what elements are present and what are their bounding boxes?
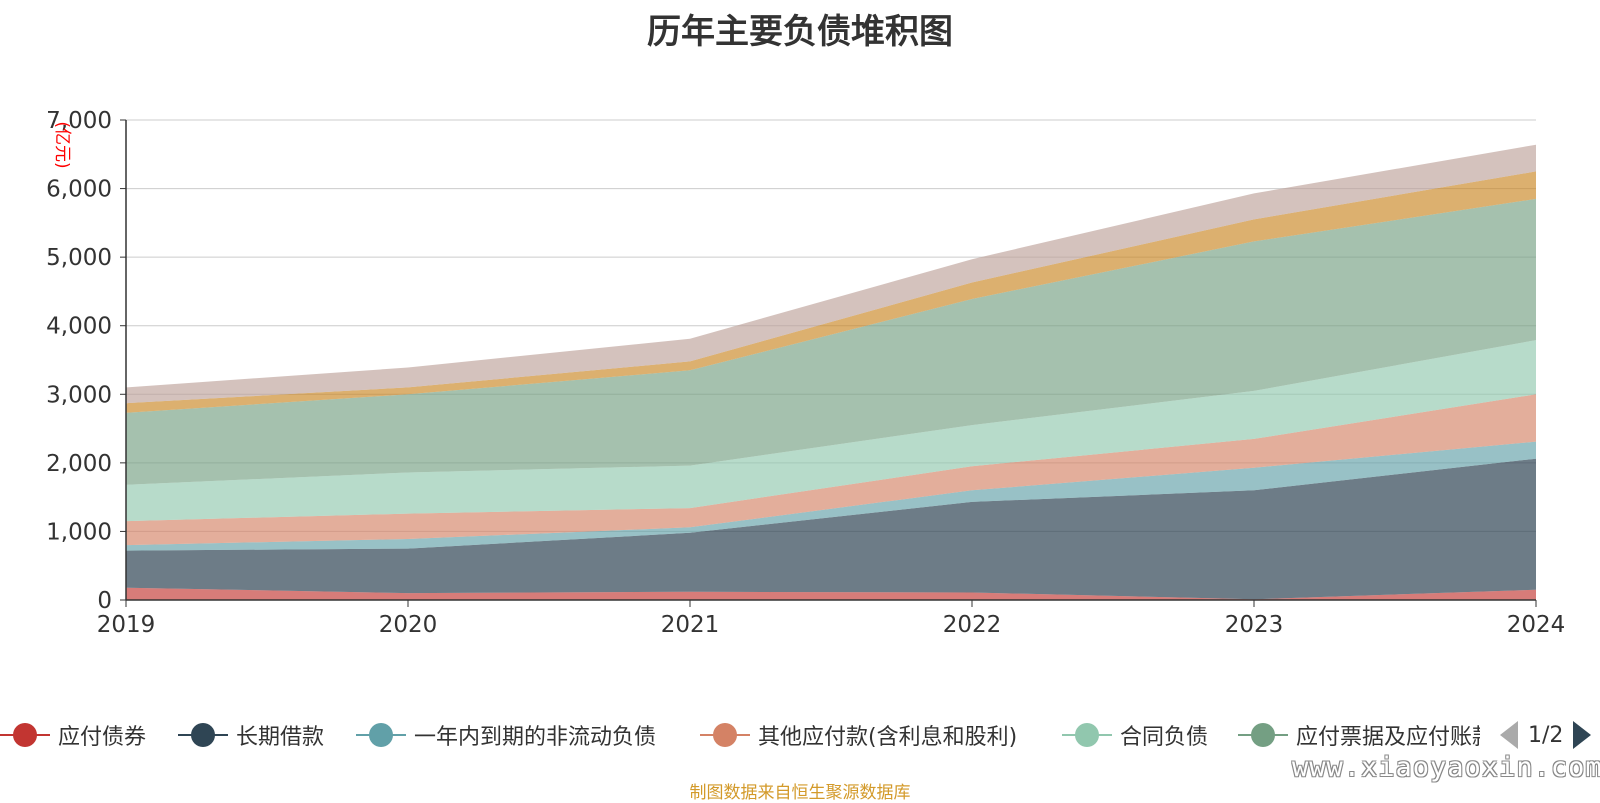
legend-item[interactable]: 一年内到期的非流动负债	[356, 718, 656, 752]
y-axis-unit-label: (亿元)	[52, 121, 72, 168]
x-tick-label: 2022	[943, 612, 1002, 638]
watermark: www.xiaoyaoxin.com	[1292, 752, 1600, 783]
area-series-7[interactable]	[126, 144, 1536, 404]
area-series-6[interactable]	[126, 171, 1536, 413]
legend-label: 合同负债	[1120, 725, 1209, 750]
legend-label: 一年内到期的非流动负债	[414, 725, 657, 750]
legend-item[interactable]: 应付债券	[0, 718, 146, 752]
legend-label: 其他应付款(含利息和股利)	[758, 725, 1018, 750]
y-tick-label: 3,000	[46, 382, 112, 408]
source-note: 制图数据来自恒生聚源数据库	[689, 783, 911, 803]
area-series-3[interactable]	[126, 394, 1536, 546]
legend-next-page-icon[interactable]	[1573, 721, 1592, 749]
legend-label: 应付票据及应付账款	[1296, 725, 1480, 750]
y-tick-label: 1,000	[46, 519, 112, 545]
legend-item[interactable]: 长期借款	[178, 718, 324, 752]
legend-page-indicator: 1/2	[1528, 722, 1564, 748]
y-tick-label: 6,000	[46, 177, 112, 203]
area-series-5[interactable]	[126, 198, 1536, 485]
x-tick-label: 2024	[1507, 612, 1566, 638]
legend-pager: 1/2	[1500, 718, 1592, 752]
y-tick-label: 0	[97, 588, 112, 614]
legend-prev-page-icon[interactable]	[1500, 721, 1518, 749]
area-series-4[interactable]	[126, 340, 1536, 522]
area-series-0[interactable]	[126, 587, 1536, 600]
legend-item[interactable]: 应付票据及应付账款	[1238, 718, 1480, 752]
legend-marker-icon	[700, 718, 750, 752]
legend-marker-icon	[356, 718, 406, 752]
axes: 0 1,000 2,000 3,000 4,000 5,000 6,000 7,000 2019…	[46, 108, 1565, 638]
chart-title: 历年主要负债堆积图	[647, 12, 953, 52]
legend-items: 应付债券 长期借款 一年内到期的非流动负债 其他应付款(含利息和股利) 合同负债 应付票据…	[0, 718, 1480, 752]
legend-marker-icon	[0, 718, 50, 752]
legend-label: 应付债券	[58, 725, 147, 750]
x-tick-label: 2021	[661, 612, 720, 638]
legend-marker-icon	[1238, 718, 1288, 752]
area-series-group	[126, 144, 1536, 600]
legend-label: 长期借款	[236, 725, 325, 750]
legend-item[interactable]: 合同负债	[1062, 718, 1208, 752]
y-tick-label: 2,000	[46, 451, 112, 477]
x-tick-label: 2023	[1225, 612, 1284, 638]
y-tick-label: 4,000	[46, 314, 112, 340]
legend-marker-icon	[178, 718, 228, 752]
legend: 应付债券 长期借款 一年内到期的非流动负债 其他应付款(含利息和股利) 合同负债 应付票据…	[0, 718, 1600, 752]
legend-marker-icon	[1062, 718, 1112, 752]
y-tick-label: 7,000	[46, 108, 112, 134]
x-tick-label: 2019	[97, 612, 156, 638]
area-series-1[interactable]	[126, 458, 1536, 600]
legend-item[interactable]: 其他应付款(含利息和股利)	[700, 718, 1017, 752]
x-tick-label: 2020	[379, 612, 438, 638]
y-tick-label: 5,000	[46, 245, 112, 271]
